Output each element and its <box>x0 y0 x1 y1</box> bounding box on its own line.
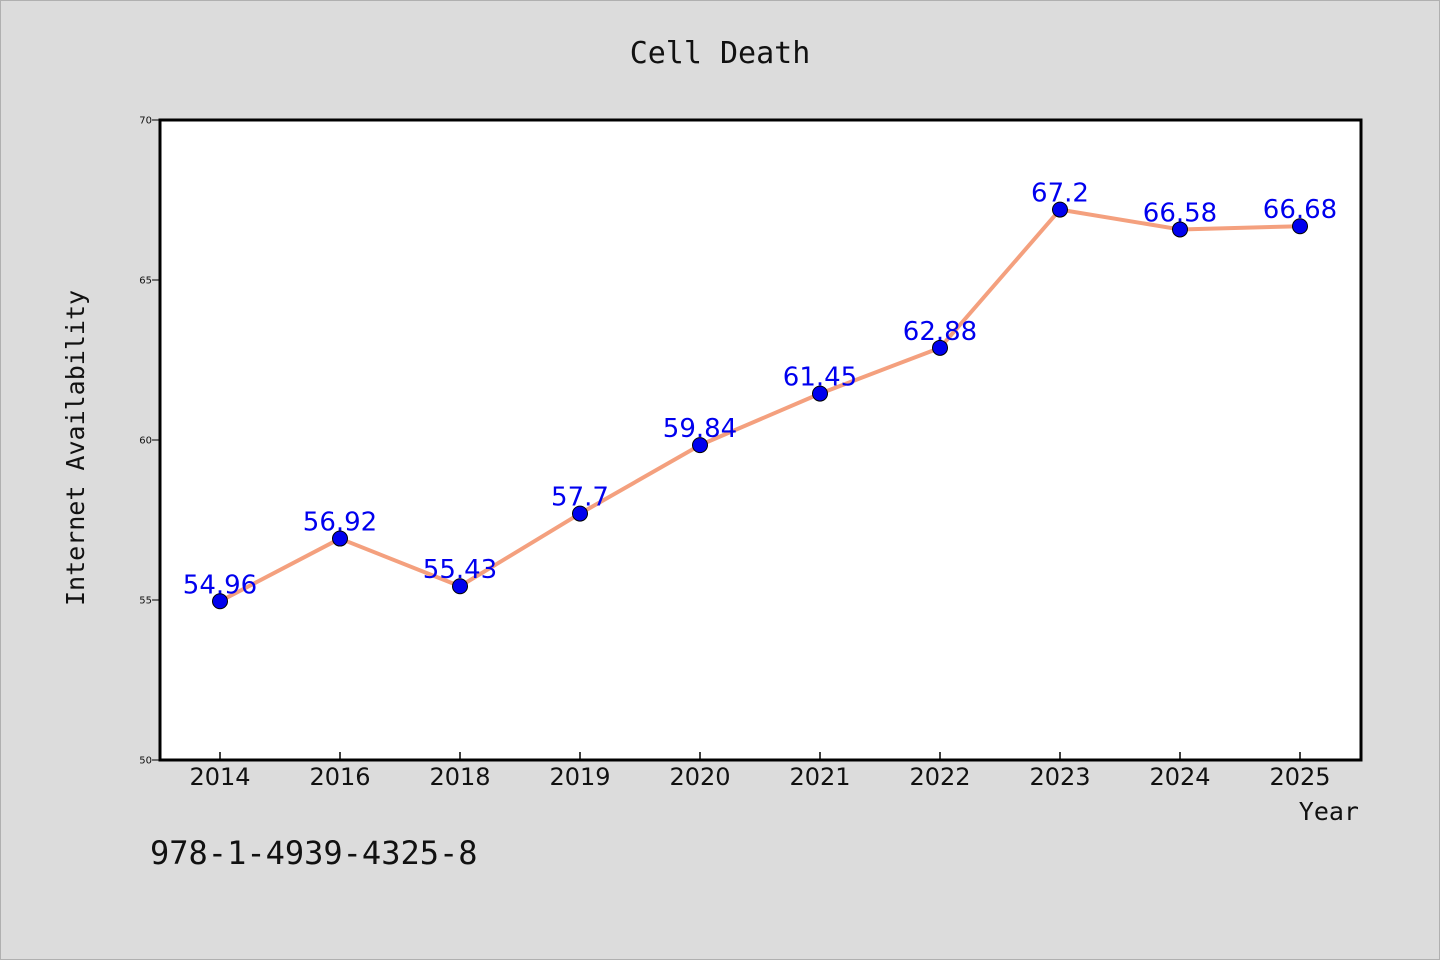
data-label: 67.2 <box>1031 179 1089 209</box>
y-tick-label: 65 <box>139 276 152 287</box>
x-tick-label: 2016 <box>309 763 370 791</box>
x-tick-label: 2014 <box>189 763 250 791</box>
y-tick-label: 55 <box>139 596 152 607</box>
y-tick-label: 50 <box>139 756 152 767</box>
x-tick-label: 2025 <box>1269 763 1330 791</box>
data-point <box>212 593 228 610</box>
x-tick-label: 2022 <box>909 763 970 791</box>
x-tick-label: 2019 <box>549 763 610 791</box>
y-tick-label: 60 <box>139 436 152 447</box>
x-tick-label: 2020 <box>669 763 730 791</box>
x-tick-label: 2021 <box>789 763 850 791</box>
data-label: 57.7 <box>551 483 609 513</box>
data-label: 61.45 <box>783 363 857 393</box>
data-label: 66.58 <box>1143 198 1217 228</box>
x-tick-label: 2018 <box>429 763 490 791</box>
data-point <box>692 437 708 454</box>
data-label: 55.43 <box>423 555 497 585</box>
data-point <box>332 530 348 547</box>
data-point <box>1172 221 1188 238</box>
series-layer: 54.96 56.92 55.43 57.7 59.84 61.45 62.88 67.2 66… <box>183 179 1337 610</box>
x-axis: 2014 2016 2018 2019 2020 2021 2022 2023 2024 2025 <box>189 752 1331 791</box>
footnote-isbn: 978-1-4939-4325-8 <box>150 834 478 872</box>
data-point <box>452 578 468 595</box>
x-tick-label: 2023 <box>1029 763 1090 791</box>
series-line <box>218 207 1302 604</box>
data-label: 54.96 <box>183 570 257 600</box>
y-axis: 50 55 60 65 70 <box>139 116 160 767</box>
y-tick-label: 70 <box>139 116 152 127</box>
data-label: 59.84 <box>663 414 737 444</box>
data-label: 56.92 <box>303 508 377 538</box>
data-point <box>1292 218 1308 235</box>
data-point <box>1052 201 1068 218</box>
y-axis-label: Internet Availability <box>61 290 90 606</box>
data-label: 66.68 <box>1263 195 1337 225</box>
data-point <box>572 505 588 522</box>
x-axis-label: Year <box>1299 797 1359 826</box>
data-point <box>932 339 948 356</box>
chart-title: Cell Death <box>630 36 811 71</box>
data-label: 62.88 <box>903 317 977 347</box>
data-point <box>812 385 828 402</box>
x-tick-label: 2024 <box>1149 763 1210 791</box>
